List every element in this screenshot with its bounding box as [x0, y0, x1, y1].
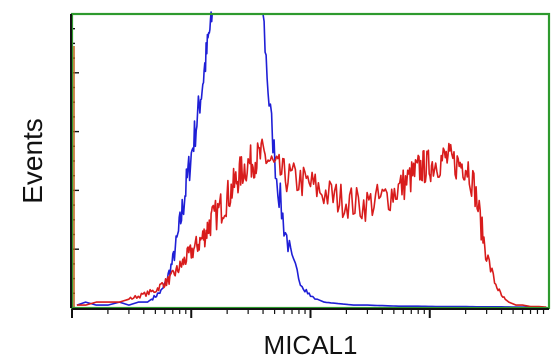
x-axis-label: MICAL1 [264, 330, 358, 360]
series-line-2 [76, 138, 547, 308]
plot-area [72, 14, 549, 308]
y-axis-label: Events [17, 118, 48, 204]
